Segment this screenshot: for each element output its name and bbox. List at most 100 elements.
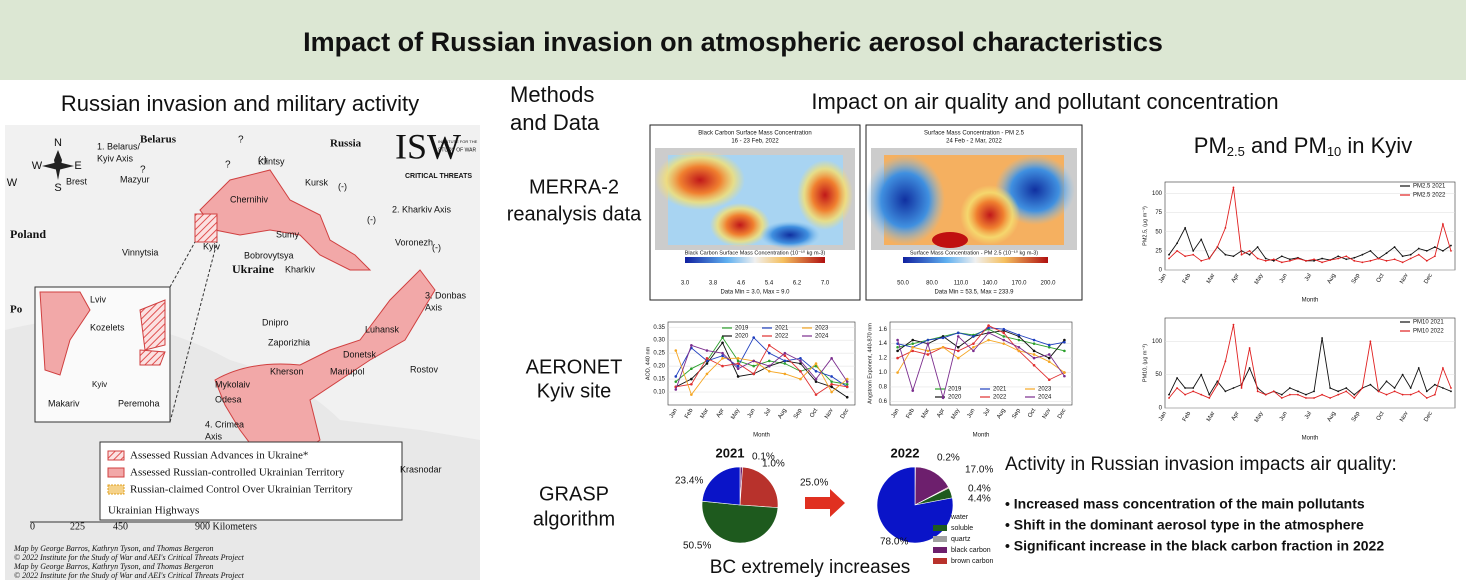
point [736, 357, 740, 360]
x-tick-label: Jun [1279, 273, 1289, 284]
pm-title-part: 2.5 [1227, 144, 1245, 159]
pie-label: 78.0% [880, 537, 908, 548]
point [830, 385, 833, 389]
map-label: ? [238, 135, 244, 146]
point [987, 338, 990, 342]
point [1232, 186, 1235, 189]
legend-entry: water [950, 514, 969, 521]
point [1288, 259, 1291, 262]
point [972, 335, 975, 338]
point [1176, 387, 1178, 389]
pm-title-part: 10 [1327, 144, 1341, 159]
point [1297, 257, 1299, 260]
point [674, 349, 678, 352]
point [799, 377, 802, 381]
point [1337, 255, 1340, 258]
y-tick-label: 0 [1159, 268, 1163, 274]
point [1417, 247, 1420, 250]
heatmap-caption: Black Carbon Surface Mass Concentration … [685, 249, 826, 256]
point [1409, 393, 1412, 396]
axis-label: Axis [425, 302, 443, 312]
point [767, 364, 771, 368]
point [814, 380, 818, 383]
point [752, 359, 756, 363]
point [1393, 387, 1396, 389]
map-label: Dnipro [262, 317, 289, 327]
pie-label: 0.2% [937, 453, 960, 464]
map-label: Kursk [305, 177, 329, 187]
point [1417, 253, 1420, 256]
line [675, 350, 848, 396]
point [926, 342, 930, 345]
point [972, 349, 975, 353]
point [1417, 367, 1420, 369]
point [799, 369, 802, 373]
point [814, 393, 818, 396]
point [752, 372, 756, 376]
point [1337, 390, 1340, 393]
point [1208, 393, 1211, 396]
credit: © 2022 Institute for the Study of War an… [14, 553, 245, 562]
x-tick-label: Feb [1182, 410, 1193, 423]
point [1200, 393, 1203, 396]
point [941, 345, 945, 349]
point [721, 336, 724, 339]
point [1361, 261, 1364, 264]
inset-link [169, 241, 196, 288]
axis-label: 3. Donbas [425, 290, 467, 300]
point [987, 324, 990, 327]
point [1032, 353, 1036, 356]
point [1329, 397, 1332, 399]
line [897, 332, 1065, 400]
finding: • Increased mass concentration of the ma… [1005, 496, 1365, 512]
point [911, 389, 915, 392]
method-label: MERRA-2 [529, 176, 619, 198]
legend-entry: 2023 [1038, 387, 1052, 393]
x-tick-label: Nov [1399, 411, 1410, 423]
y-axis-label: PM10, (µg m⁻³) [1142, 344, 1148, 382]
occupied-north [199, 169, 372, 271]
y-tick-label: 0 [1159, 406, 1163, 412]
x-tick-label: Mar [700, 408, 710, 420]
point [783, 372, 787, 376]
point [1032, 338, 1036, 342]
legend-swatch [933, 525, 947, 531]
compass-letter: W [32, 160, 43, 172]
point [1288, 258, 1291, 261]
section-title: Methods [510, 82, 594, 107]
point [752, 336, 756, 339]
point [1184, 387, 1187, 389]
heatmap-subtitle: 16 - 23 Feb, 2022 [731, 139, 779, 145]
point [1240, 387, 1243, 389]
point [1297, 393, 1299, 396]
colorbar-tick: 4.6 [737, 281, 746, 287]
point [1248, 253, 1251, 256]
point [1216, 383, 1219, 386]
heatmap-title: Black Carbon Surface Mass Concentration [698, 131, 811, 137]
credit: Map by George Barros, Kathryn Tyson, and… [13, 562, 214, 571]
pie-label: 0.4% [968, 484, 991, 495]
point [1321, 261, 1323, 264]
point [1232, 323, 1235, 326]
y-tick-label: 0.8 [879, 385, 888, 391]
point [1232, 387, 1235, 389]
arrow [805, 489, 845, 517]
legend-swatch [933, 547, 947, 553]
point [1369, 383, 1372, 386]
point [845, 385, 849, 389]
point [1200, 373, 1203, 376]
point [1047, 353, 1051, 356]
legend-entry: PM10 2022 [1413, 329, 1444, 335]
pie-label: 1.0% [762, 459, 785, 470]
map-label: Kyiv [203, 241, 221, 251]
x-tick-label: Dec [1423, 273, 1434, 285]
findings-title: Activity in Russian invasion impacts air… [1005, 454, 1397, 475]
point [911, 338, 915, 342]
point [1002, 331, 1006, 335]
legend-entry: quartz [951, 536, 971, 543]
point [1280, 261, 1283, 264]
point [926, 349, 930, 353]
y-tick-label: 50 [1155, 372, 1162, 378]
finding: • Significant increase in the black carb… [1005, 538, 1384, 554]
point [830, 382, 833, 386]
